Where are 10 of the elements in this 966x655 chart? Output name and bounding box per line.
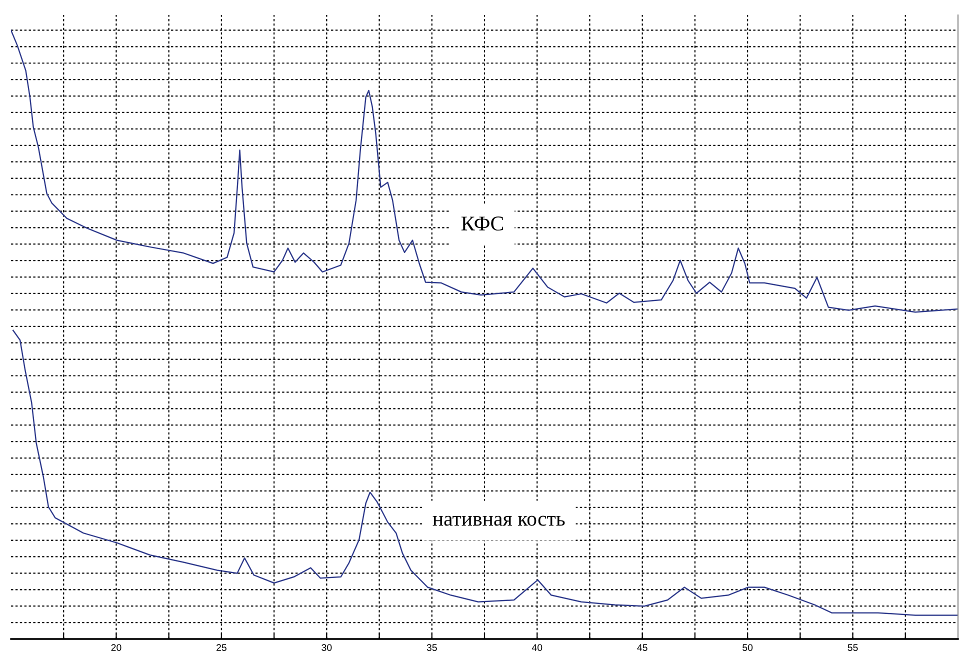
x-tick-label: 30 [322, 644, 332, 651]
x-tick-label: 45 [637, 644, 648, 651]
x-tick-label: 20 [111, 644, 122, 651]
x-tick-label: 55 [848, 644, 858, 651]
text: КФС [461, 216, 504, 231]
x-tick-label: 40 [532, 644, 542, 651]
x-tick-label: 35 [426, 644, 437, 651]
x-tick-label: 25 [216, 644, 226, 651]
series-label: нативная кость [432, 516, 565, 526]
x-tick-label: 50 [742, 644, 753, 651]
